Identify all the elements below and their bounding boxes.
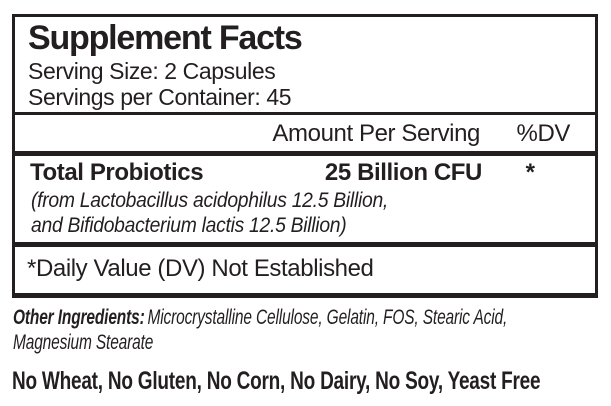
nutrient-detail: (from Lactobacillus acidophilus 12.5 Bil… — [31, 188, 550, 238]
percent-dv-header: %DV — [516, 120, 571, 147]
amount-per-serving-header: Amount Per Serving — [272, 120, 480, 147]
other-ingredients-line: Microcrystalline Cellulose, Gelatin, FOS… — [147, 305, 508, 329]
other-ingredients-line: Magnesium Stearate — [13, 330, 154, 354]
divider-thin — [15, 112, 595, 115]
panel-header: Supplement Facts Serving Size: 2 Capsule… — [15, 17, 595, 112]
servings-per-container: Servings per Container: 45 — [28, 84, 292, 110]
nutrient-row: Total Probiotics 25 Billion CFU * (from … — [15, 156, 595, 242]
panel-title: Supplement Facts — [28, 19, 303, 57]
divider-thick — [15, 242, 595, 247]
nutrient-detail-line: (from Lactobacillus acidophilus 12.5 Bil… — [31, 189, 389, 212]
allergen-statement: No Wheat, No Gluten, No Corn, No Dairy, … — [12, 367, 541, 395]
nutrient-amount: 25 Billion CFU — [324, 159, 482, 186]
supplement-facts-panel: Supplement Facts Serving Size: 2 Capsule… — [12, 14, 598, 298]
serving-size: Serving Size: 2 Capsules — [28, 58, 276, 84]
other-ingredients: Other Ingredients: Microcrystalline Cellu… — [13, 305, 507, 355]
nutrient-name: Total Probiotics — [30, 159, 204, 186]
column-header-row: Amount Per Serving %DV — [15, 115, 595, 151]
divider-thick — [15, 151, 595, 156]
nutrient-detail-line: and Bifidobacterium lactis 12.5 Billion) — [31, 214, 347, 237]
dv-footnote: *Daily Value (DV) Not Established — [27, 255, 374, 282]
other-ingredients-label: Other Ingredients: — [13, 305, 145, 329]
nutrient-dv-asterisk: * — [525, 159, 535, 186]
nutrient-line: Total Probiotics 25 Billion CFU * — [15, 159, 595, 188]
